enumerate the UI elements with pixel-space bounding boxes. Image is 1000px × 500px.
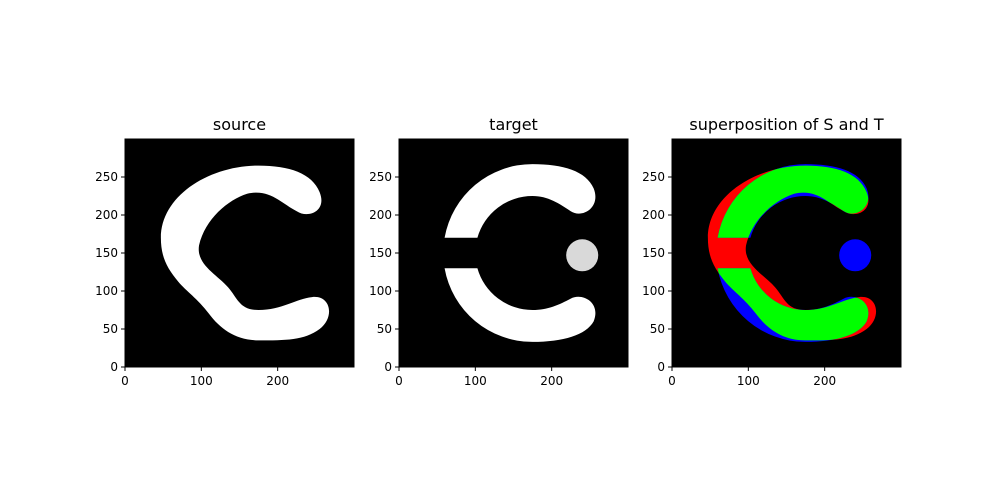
y-tick-label: 100: [369, 284, 392, 298]
panel-1: 0 100 200 0 50 100 150 200 250 source: [95, 115, 355, 388]
y-tick-label: 200: [95, 208, 118, 222]
panel-2: 0 100 200 0 50 100 150 200 250 target: [369, 115, 629, 388]
y-tick-label: 200: [369, 208, 392, 222]
y-tick-label: 50: [377, 322, 392, 336]
x-tick-label: 0: [395, 374, 403, 388]
y-tick-label: 150: [95, 246, 118, 260]
y-tick-label: 250: [95, 170, 118, 184]
y-tick-label: 150: [642, 246, 665, 260]
panel-3: 0 100 200 0 50 100 150 200 250 superposition of S…: [642, 115, 902, 388]
panel-title: target: [489, 115, 538, 134]
target-disk-shape: [566, 239, 599, 272]
x-tick-label: 100: [190, 374, 213, 388]
panel-title: source: [213, 115, 266, 134]
y-tick-label: 250: [369, 170, 392, 184]
target-only-disk: [839, 239, 872, 272]
y-tick-label: 250: [642, 170, 665, 184]
x-tick-label: 200: [540, 374, 563, 388]
y-tick-label: 50: [103, 322, 118, 336]
source-shape: [160, 165, 330, 341]
x-tick-label: 0: [121, 374, 129, 388]
overlap-region: [717, 165, 869, 341]
y-tick-label: 0: [657, 360, 665, 374]
x-tick-label: 200: [813, 374, 836, 388]
x-tick-label: 100: [737, 374, 760, 388]
x-tick-label: 100: [464, 374, 487, 388]
x-tick-label: 200: [266, 374, 289, 388]
target-ring-shape: [444, 164, 596, 342]
y-tick-label: 200: [642, 208, 665, 222]
y-tick-label: 0: [384, 360, 392, 374]
y-tick-label: 150: [369, 246, 392, 260]
panel-title: superposition of S and T: [689, 115, 883, 134]
y-tick-label: 100: [95, 284, 118, 298]
y-tick-label: 100: [642, 284, 665, 298]
y-tick-label: 0: [110, 360, 118, 374]
x-tick-label: 0: [668, 374, 676, 388]
y-tick-label: 50: [650, 322, 665, 336]
